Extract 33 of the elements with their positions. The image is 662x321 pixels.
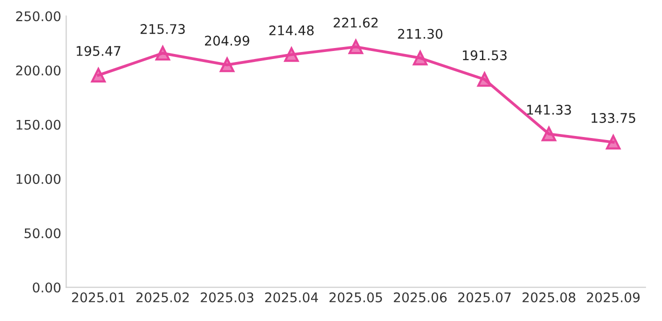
data-label: 141.33 xyxy=(527,104,571,115)
y-tick-label: 0.00 xyxy=(32,282,60,292)
data-label: 215.73 xyxy=(140,24,185,34)
data-label: 214.48 xyxy=(269,25,314,36)
x-tick-label: 2025.07 xyxy=(458,292,511,302)
y-tick-label: 50.00 xyxy=(24,228,60,238)
point xyxy=(542,126,556,142)
data-label: 211.30 xyxy=(398,28,442,39)
x-tick-label: 2025.02 xyxy=(136,292,189,302)
point xyxy=(91,68,106,83)
point xyxy=(412,50,428,66)
data-label: 195.47 xyxy=(76,46,120,56)
x-tick-label: 2025.09 xyxy=(586,292,640,302)
data-label: 221.62 xyxy=(334,18,378,28)
y-tick-label: 200.00 xyxy=(16,66,60,76)
x-tick-label: 2025.03 xyxy=(200,292,254,302)
y-tick-label: 100.00 xyxy=(16,174,60,184)
data-label: 191.53 xyxy=(462,50,507,60)
y-tick-label: 250.00 xyxy=(16,11,60,22)
x-tick-label: 2025.04 xyxy=(265,292,318,302)
point xyxy=(155,46,170,61)
point xyxy=(606,134,621,150)
point xyxy=(220,58,234,72)
data-label: 204.99 xyxy=(204,36,250,46)
point xyxy=(348,40,364,54)
x-tick-label: 2025.06 xyxy=(394,292,447,302)
point xyxy=(477,72,492,87)
x-tick-label: 2025.08 xyxy=(522,292,576,302)
x-tick-label: 2025.01 xyxy=(72,292,124,302)
y-tick-label: 150.00 xyxy=(16,120,60,130)
data-label: 133.75 xyxy=(592,112,636,123)
x-tick-label: 2025.05 xyxy=(330,292,382,302)
point xyxy=(284,47,299,62)
